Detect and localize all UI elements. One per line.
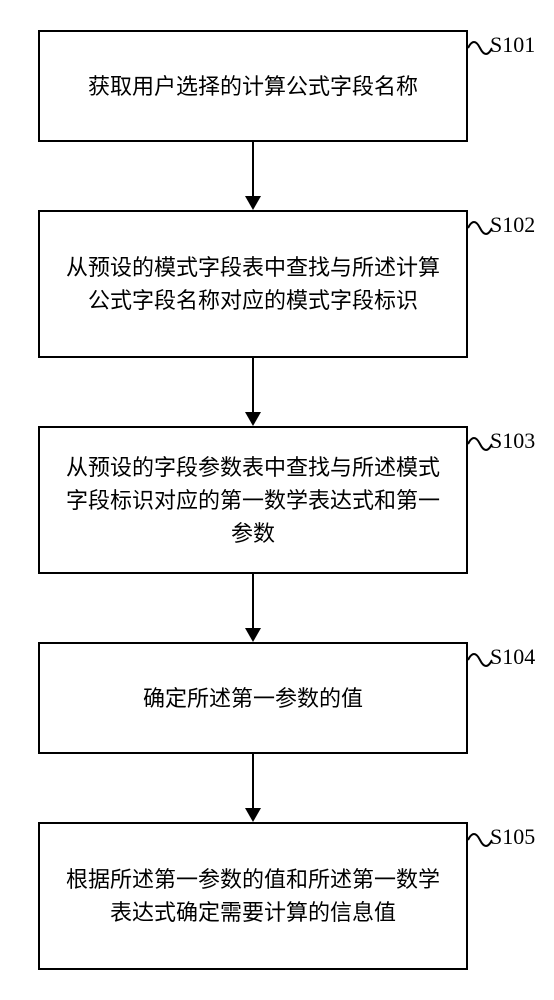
connector-squiggle: [468, 646, 492, 672]
step-label: S102: [490, 212, 535, 238]
flowchart-arrow-head: [245, 808, 261, 822]
flowchart-canvas: 获取用户选择的计算公式字段名称 S101 从预设的模式字段表中查找与所述计算公式…: [0, 0, 554, 1000]
flowchart-arrow-shaft: [252, 574, 254, 628]
node-text: 从预设的字段参数表中查找与所述模式字段标识对应的第一数学表达式和第一参数: [60, 451, 446, 550]
flowchart-node: 从预设的模式字段表中查找与所述计算公式字段名称对应的模式字段标识: [38, 210, 468, 358]
flowchart-arrow-shaft: [252, 754, 254, 808]
flowchart-arrow-shaft: [252, 142, 254, 196]
connector-squiggle: [468, 34, 492, 60]
step-label: S103: [490, 428, 535, 454]
flowchart-node: 从预设的字段参数表中查找与所述模式字段标识对应的第一数学表达式和第一参数: [38, 426, 468, 574]
flowchart-arrow-head: [245, 196, 261, 210]
connector-squiggle: [468, 214, 492, 240]
flowchart-arrow-head: [245, 412, 261, 426]
connector-squiggle: [468, 430, 492, 456]
flowchart-arrow-head: [245, 628, 261, 642]
flowchart-node: 获取用户选择的计算公式字段名称: [38, 30, 468, 142]
flowchart-node: 确定所述第一参数的值: [38, 642, 468, 754]
node-text: 根据所述第一参数的值和所述第一数学表达式确定需要计算的信息值: [60, 863, 446, 929]
flowchart-node: 根据所述第一参数的值和所述第一数学表达式确定需要计算的信息值: [38, 822, 468, 970]
node-text: 获取用户选择的计算公式字段名称: [88, 70, 418, 103]
step-label: S105: [490, 824, 535, 850]
flowchart-arrow-shaft: [252, 358, 254, 412]
connector-squiggle: [468, 826, 492, 852]
node-text: 确定所述第一参数的值: [143, 682, 363, 715]
step-label: S104: [490, 644, 535, 670]
step-label: S101: [490, 32, 535, 58]
node-text: 从预设的模式字段表中查找与所述计算公式字段名称对应的模式字段标识: [60, 251, 446, 317]
